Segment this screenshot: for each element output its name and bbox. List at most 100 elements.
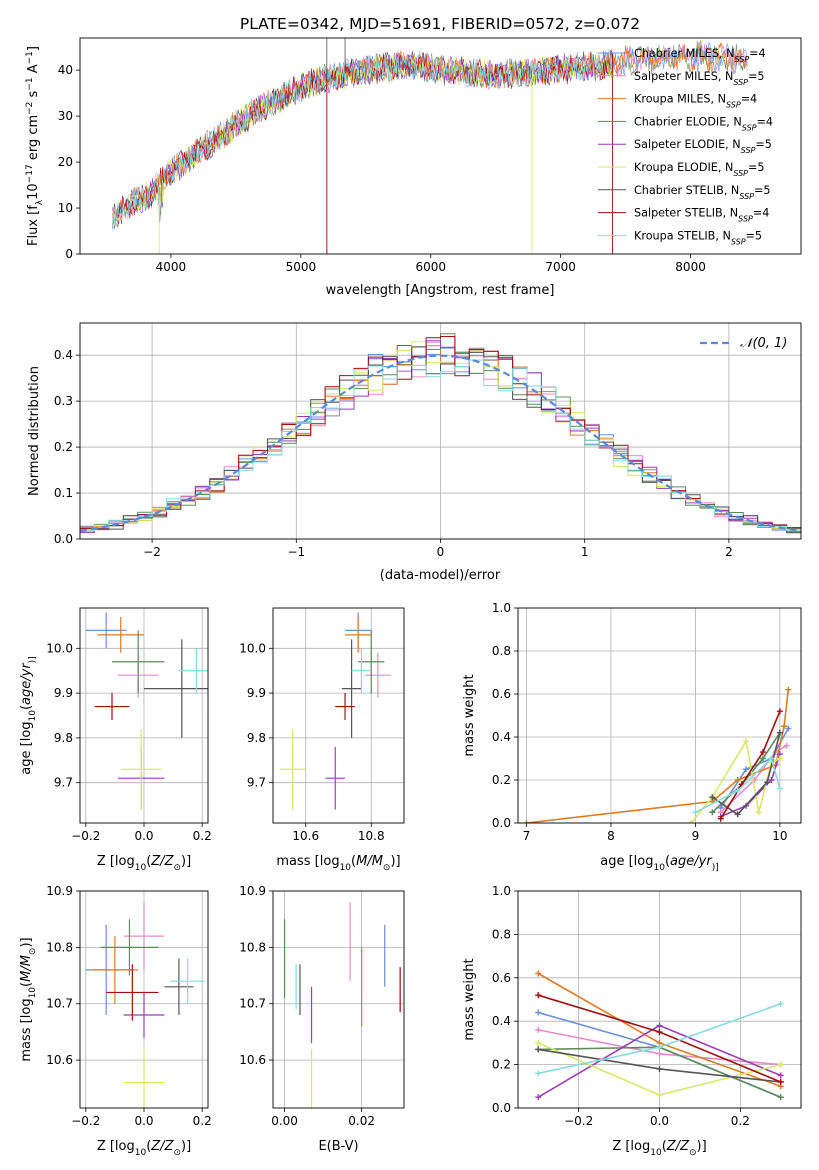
y-axis-label-part: )] — [19, 937, 34, 947]
y-tick-label: 1.0 — [492, 884, 511, 898]
y-axis-label-part: age [log — [19, 721, 34, 774]
legend-text: Salpeter STELIB, N — [634, 207, 738, 220]
plot-area — [523, 686, 792, 823]
weight-marker — [535, 1094, 542, 1101]
y-axis-label-part: age/yr — [19, 662, 34, 705]
weight-marker — [776, 708, 783, 715]
y-axis-label-part: −1 — [25, 77, 35, 90]
x-tick-label: 5000 — [286, 260, 317, 274]
y-axis-label-part: A — [26, 64, 41, 77]
weight-marker — [734, 777, 741, 783]
plot-area — [112, 38, 748, 254]
y-tick-label: 10.7 — [239, 997, 266, 1011]
y-tick-label: 9.7 — [54, 776, 73, 790]
weight-marker — [776, 729, 783, 736]
y-axis-label-part: ⊙ — [28, 948, 38, 956]
x-axis-label: Z [log10(Z/Z⊙)] — [97, 1139, 191, 1158]
y-tick-label: 30 — [58, 109, 73, 123]
weight-marker — [535, 1046, 542, 1053]
panel-residuals: −2 −1 0 1 2 0.0 0.1 0.2 0.3 0.4 (data-model)/error… — [27, 322, 802, 583]
panel-spectrum: 4000 5000 6000 7000 8000 0 10 20 30 40 wavelength … — [25, 37, 802, 298]
y-tick-label: 10.9 — [239, 884, 266, 898]
x-axis-label-part: ⊙ — [173, 1148, 181, 1158]
x-axis-label-part: ⊙ — [383, 863, 391, 873]
y-tick-label: 0.2 — [492, 773, 511, 787]
legend-sub: SSP — [733, 77, 748, 86]
legend-text: Chabrier ELODIE, N — [634, 115, 742, 128]
weight-marker — [781, 723, 788, 730]
x-axis-label-part: ⊙ — [173, 863, 181, 873]
panel-age-vs-mass: 10.6 10.8 9.7 9.8 9.9 10.0 mass [log10(M/M⊙)] — [239, 607, 405, 873]
plot-area — [279, 612, 391, 810]
y-tick-label: 0.4 — [54, 348, 73, 362]
x-tick-label: −0.2 — [564, 1114, 593, 1128]
x-tick-label: 0.2 — [193, 829, 212, 843]
spectrum-line — [112, 48, 613, 231]
plot-area — [85, 612, 208, 810]
weight-series — [695, 757, 781, 814]
weight-marker — [777, 1094, 784, 1101]
x-axis-label-part: age/yr — [670, 854, 713, 869]
x-tick-label: 0.0 — [134, 829, 153, 843]
legend-entry: Chabrier STELIB, NSSP=5 — [634, 184, 771, 201]
legend-entry: Chabrier ELODIE, NSSP=4 — [634, 115, 773, 131]
x-axis-label-part: Z [log — [612, 1139, 650, 1154]
x-axis-label-part: Z/Z — [666, 1139, 690, 1154]
legend-text: Chabrier MILES, N — [634, 47, 734, 60]
x-axis-label-part: Z/Z — [150, 1139, 174, 1154]
axes-frame — [272, 607, 405, 824]
y-tick-label: 0.0 — [54, 532, 73, 546]
x-tick-label: 10.8 — [358, 829, 385, 843]
legend-sub: SSP — [741, 146, 756, 155]
legend-entry: Kroupa STELIB, NSSP=5 — [634, 229, 762, 246]
axes-frame — [79, 37, 802, 255]
legend-sub: SSP — [734, 55, 749, 64]
y-axis-label-part: −17 — [25, 164, 35, 183]
x-tick-label: −0.2 — [71, 829, 100, 843]
y-axis-label-part: ] — [26, 46, 41, 51]
x-tick-label: −0.2 — [71, 1114, 100, 1128]
legend-entry: Chabrier MILES, NSSP=4 — [634, 47, 766, 64]
weight-marker — [656, 1022, 663, 1029]
weight-marker — [535, 970, 542, 977]
weight-marker — [656, 1065, 663, 1072]
x-axis-label-part: 10 — [650, 1148, 662, 1158]
weight-marker — [656, 1050, 663, 1057]
x-tick-label: −1 — [287, 545, 305, 559]
axes-frame — [272, 890, 405, 1109]
spectrum-line — [112, 50, 613, 228]
y-tick-label: 10.8 — [239, 940, 266, 954]
y-tick-label: 0.8 — [492, 927, 511, 941]
y-tick-label: 10.9 — [46, 884, 73, 898]
legend-sub: SSP — [726, 100, 741, 109]
weight-marker — [709, 794, 716, 801]
legend-sub: SSP — [733, 169, 748, 178]
y-tick-label: 0.0 — [492, 1101, 511, 1115]
legend-entry: 𝒩(0, 1) — [740, 336, 787, 351]
legend-entry: Kroupa MILES, NSSP=4 — [634, 93, 757, 110]
x-axis-label-part: )] — [181, 1139, 191, 1154]
weight-marker — [755, 809, 762, 816]
y-axis-label-part: 10 — [26, 183, 41, 200]
plot-area — [85, 902, 206, 1108]
weight-marker — [535, 1039, 542, 1046]
y-tick-label: 10 — [58, 201, 73, 215]
weight-series — [711, 732, 781, 813]
x-tick-label: 8 — [607, 829, 615, 843]
x-axis-label-part: 10 — [340, 863, 352, 873]
weight-marker — [783, 742, 790, 749]
y-tick-label: 10.0 — [46, 641, 73, 655]
y-tick-label: 9.8 — [247, 731, 266, 745]
x-tick-label: 6000 — [415, 260, 446, 274]
legend-text: Chabrier STELIB, N — [634, 184, 739, 197]
weight-marker — [759, 755, 766, 762]
x-tick-label: 4000 — [156, 260, 187, 274]
x-axis-label-part: Z [log — [97, 1139, 135, 1154]
y-axis-label-part: −2 — [25, 102, 35, 115]
weight-marker — [535, 1009, 542, 1016]
x-axis-label: E(B-V) — [318, 1139, 358, 1154]
weight-marker — [734, 811, 741, 818]
